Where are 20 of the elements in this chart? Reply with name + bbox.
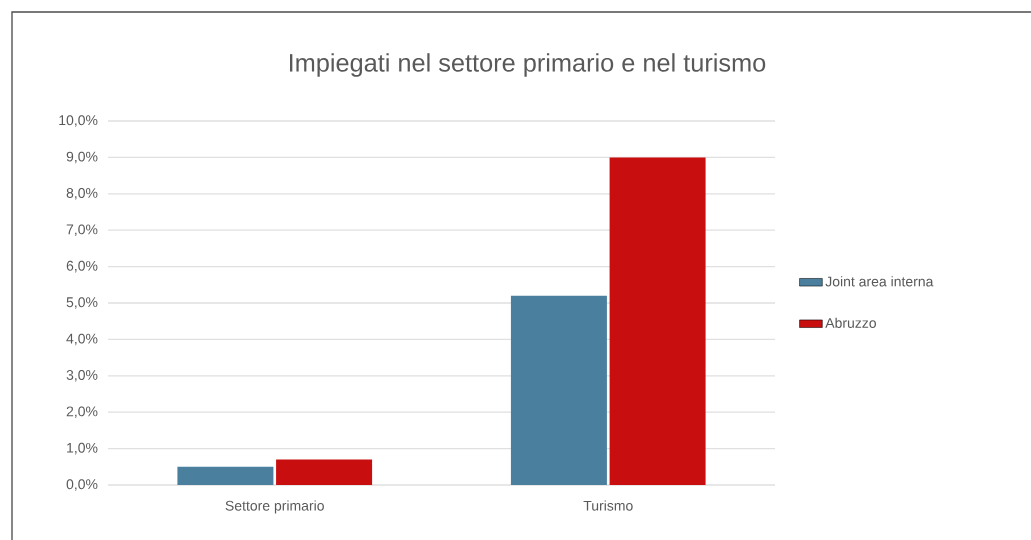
- y-tick-label: 0,0%: [66, 479, 98, 491]
- y-tick-label: 2,0%: [66, 406, 98, 418]
- y-tick-label: 8,0%: [66, 188, 98, 200]
- legend-label: Joint area interna: [825, 276, 934, 287]
- y-tick-label: 1,0%: [67, 442, 98, 455]
- y-tick-label: 10,0%: [59, 115, 98, 127]
- bar: [510, 295, 607, 485]
- y-tick-label: 5,0%: [66, 297, 98, 309]
- y-tick-label: 3,0%: [66, 370, 98, 382]
- x-tick-label: Turismo: [583, 500, 633, 511]
- y-tick-label: 4,0%: [66, 333, 98, 346]
- bar: [177, 466, 274, 485]
- legend-label: Abruzzo: [825, 317, 877, 328]
- bar: [276, 459, 373, 485]
- bar: [609, 157, 706, 485]
- chart-title: Impiegati nel settore primario e nel turismo: [289, 53, 766, 77]
- y-tick-label: 6,0%: [66, 260, 98, 273]
- y-tick-label: 7,0%: [66, 224, 98, 236]
- x-tick-label: Settore primario: [225, 500, 324, 514]
- y-tick-label: 9,0%: [66, 151, 98, 164]
